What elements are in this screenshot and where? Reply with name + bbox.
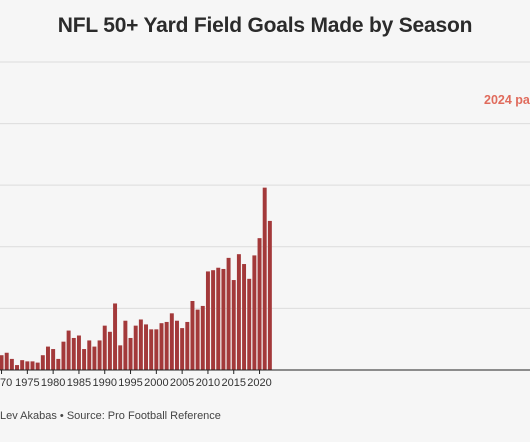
bar-2018 — [247, 278, 252, 370]
bars — [0, 187, 272, 370]
bar-2002 — [164, 321, 169, 370]
bar-2010 — [205, 271, 210, 370]
x-tick-label: 1990 — [92, 377, 116, 389]
x-tick-label: 2005 — [170, 377, 194, 389]
bar-2007 — [190, 301, 195, 370]
x-axis-ticks: 70 1975 1980 1985 1990 1995 2000 2005 2010 2015 20… — [0, 370, 272, 389]
bar-1999 — [149, 329, 154, 370]
x-tick-label: 1980 — [41, 377, 65, 389]
x-tick-label: 70 — [0, 377, 12, 389]
bar-2014 — [226, 257, 231, 370]
bar-1975 — [25, 361, 30, 370]
bar-1989 — [97, 340, 102, 370]
bar-1992 — [113, 303, 118, 370]
bar-2017 — [242, 264, 247, 370]
bar-2012 — [216, 267, 221, 370]
chart-title: NFL 50+ Yard Field Goals Made by Season — [57, 14, 473, 37]
bar-1990 — [102, 325, 107, 370]
bar-2019 — [252, 255, 257, 370]
bar-2013 — [221, 268, 226, 370]
bar-1978 — [40, 355, 45, 370]
bar-2009 — [200, 305, 205, 370]
bar-2011 — [211, 270, 216, 370]
bar-1987 — [87, 340, 92, 370]
x-tick-label: 2000 — [144, 377, 168, 389]
bar-1979 — [46, 346, 50, 370]
bar-2003 — [169, 313, 174, 370]
bar-1984 — [71, 337, 76, 370]
x-tick-label: 1975 — [15, 377, 39, 389]
bar-2006 — [185, 321, 190, 370]
annotation-2024-pace: 2024 pa — [484, 93, 530, 107]
bar-1994 — [123, 320, 128, 370]
bar-1993 — [118, 345, 123, 370]
source-credit: Lev Akabas • Source: Pro Football Refere… — [0, 410, 221, 422]
bar-1973 — [15, 365, 19, 370]
bar-1985 — [76, 335, 81, 370]
bar-2005 — [180, 328, 185, 370]
bar-1996 — [133, 325, 138, 370]
bar-2020 — [257, 238, 262, 370]
x-tick-label: 1995 — [118, 377, 142, 389]
x-tick-label: 2015 — [221, 377, 245, 389]
x-tick-label: 2020 — [247, 377, 271, 389]
bar-1982 — [61, 341, 66, 370]
bar-1977 — [35, 362, 40, 370]
bar-1976 — [30, 361, 35, 370]
bar-1997 — [138, 319, 143, 370]
bar-2022 — [267, 220, 272, 370]
x-tick-label: 2010 — [196, 377, 220, 389]
bar-1981 — [56, 358, 61, 370]
bar-2015 — [231, 280, 236, 370]
x-tick-label: 1985 — [67, 377, 91, 389]
bar-2004 — [175, 320, 179, 370]
bar-1998 — [144, 324, 148, 370]
bar-1974 — [20, 360, 25, 370]
bar-1970 — [0, 355, 4, 370]
bar-1988 — [92, 346, 97, 370]
bar-2000 — [154, 329, 159, 370]
bar-2001 — [159, 323, 164, 370]
bar-1972 — [9, 358, 14, 370]
bar-1995 — [128, 337, 133, 370]
bar-2021 — [262, 187, 267, 370]
bar-1983 — [66, 330, 71, 370]
bar-2016 — [236, 254, 241, 370]
bar-1971 — [4, 352, 9, 370]
bar-1986 — [82, 349, 87, 370]
bar-1991 — [107, 331, 112, 370]
bar-2008 — [195, 309, 200, 370]
bar-1980 — [51, 349, 56, 370]
